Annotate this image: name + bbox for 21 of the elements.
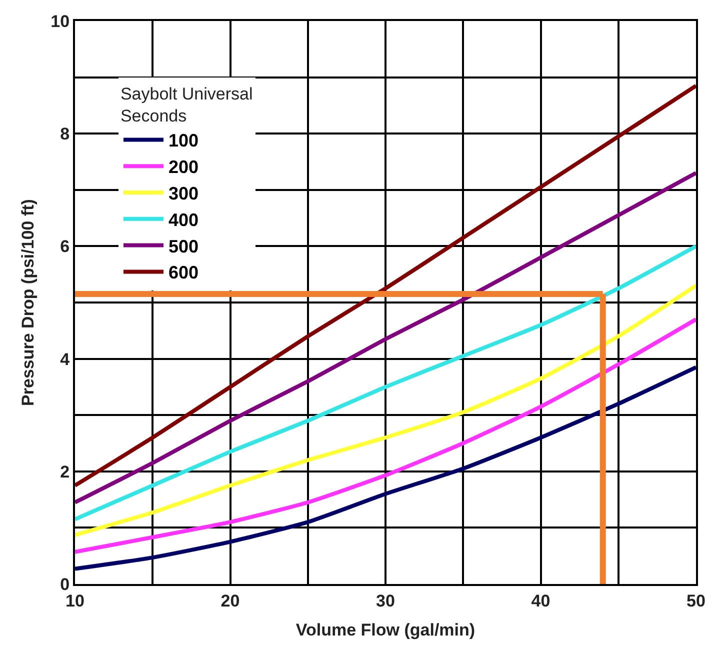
legend-title: Saybolt Universal Seconds <box>120 84 253 126</box>
y-tick-label: 2 <box>60 462 70 482</box>
y-tick-label: 4 <box>60 350 70 369</box>
y-tick-label: 8 <box>60 124 70 144</box>
line-series <box>75 317 696 554</box>
x-tick-label: 30 <box>376 591 395 610</box>
x-tick-label: 40 <box>531 591 550 610</box>
legend-label: 600 <box>168 262 199 283</box>
y-axis-title: Pressure Drop (psi/100 ft) <box>18 199 38 406</box>
x-tick-label: 50 <box>686 591 706 610</box>
legend-label: 500 <box>168 236 199 256</box>
y-tick-label: 10 <box>50 12 70 31</box>
x-tick-label: 20 <box>220 591 240 610</box>
legend-label: 100 <box>168 130 199 151</box>
y-tick-label: 0 <box>60 574 70 594</box>
line-series <box>75 365 696 571</box>
y-tick-label: 6 <box>60 237 70 256</box>
legend-label: 200 <box>168 157 199 178</box>
legend-label: 400 <box>168 210 199 230</box>
legend-label: 300 <box>168 184 199 204</box>
x-axis-title: Volume Flow (gal/min) <box>296 620 476 640</box>
